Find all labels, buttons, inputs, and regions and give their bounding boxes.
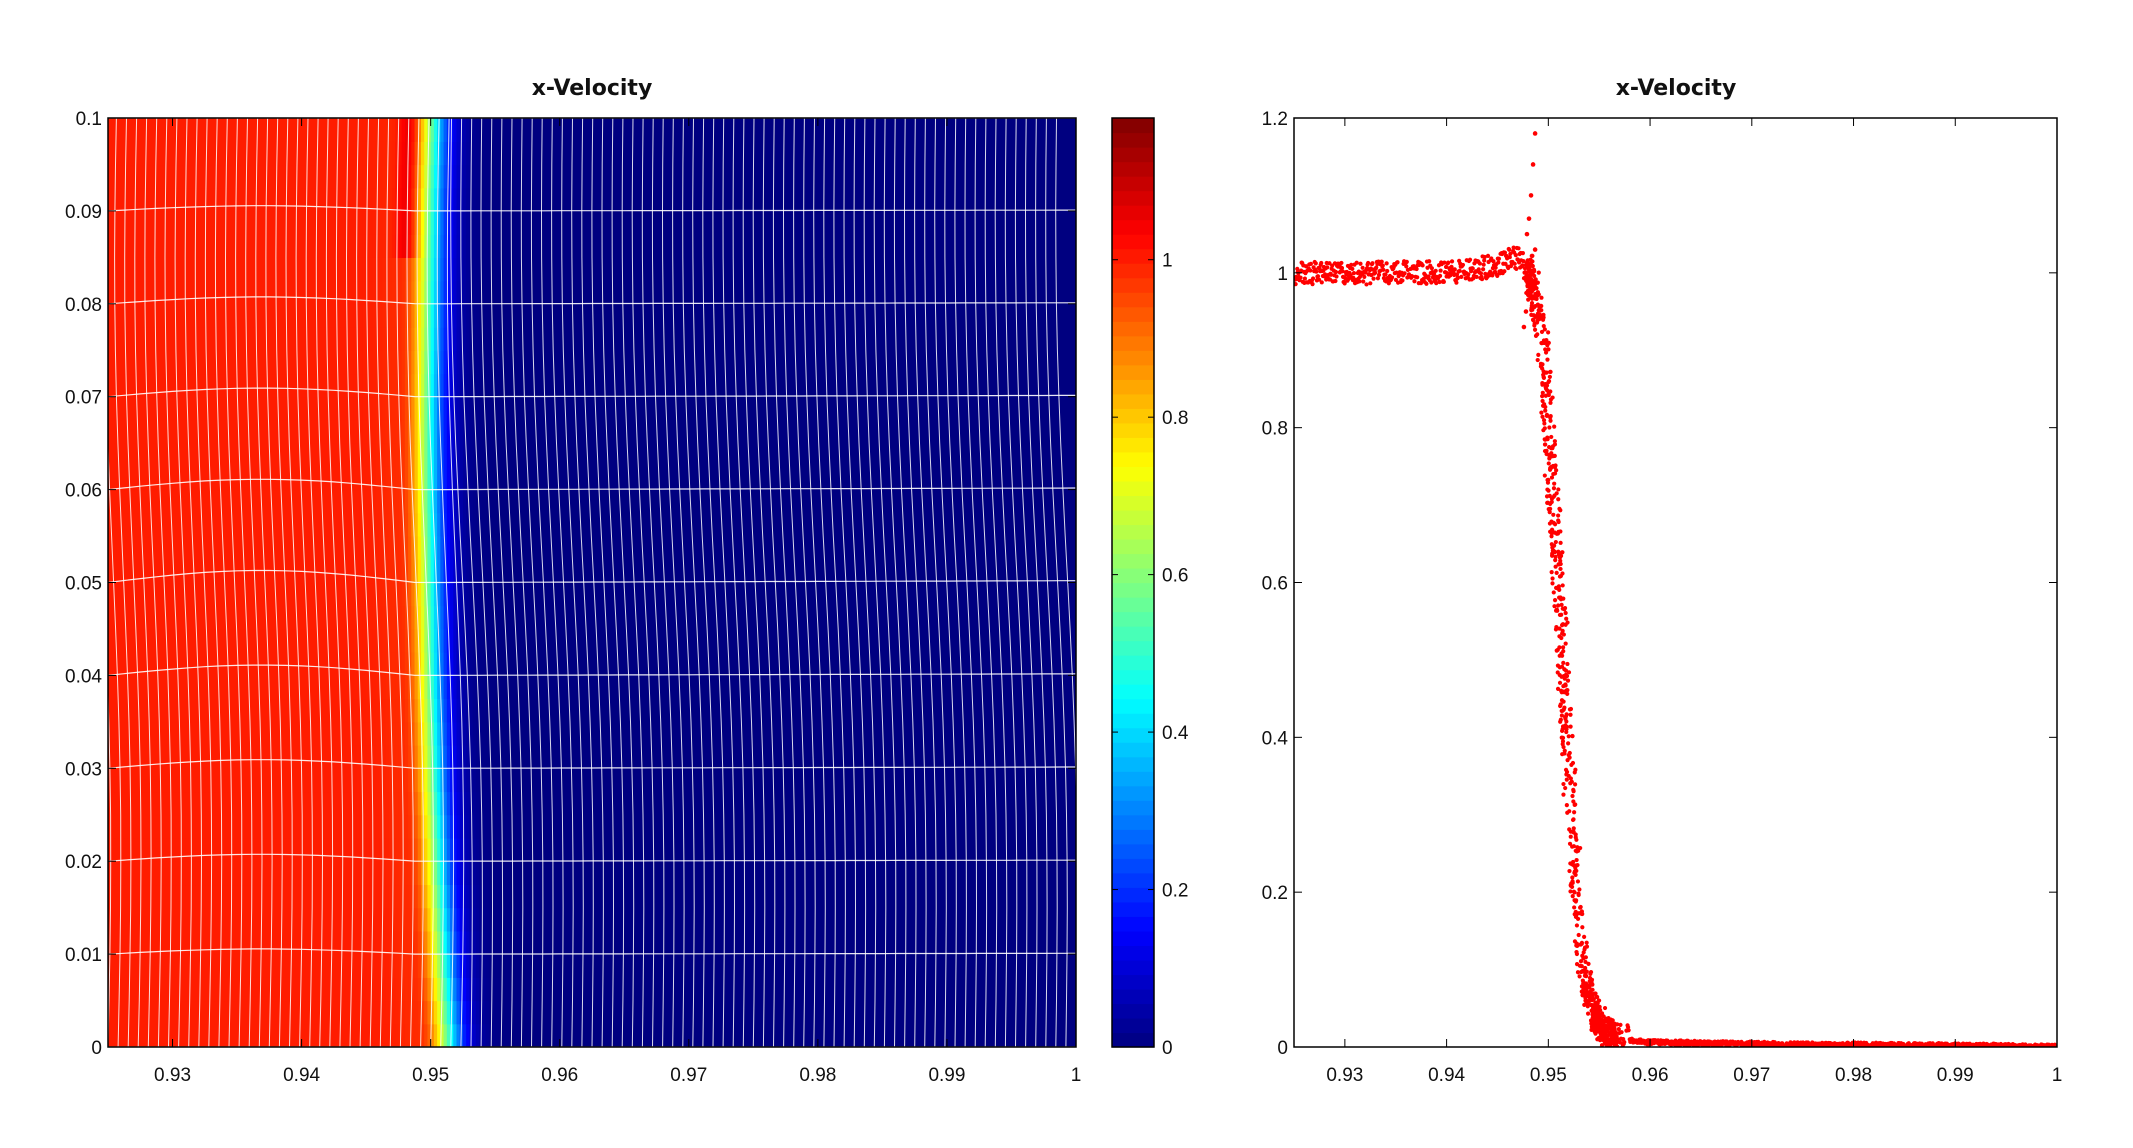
heatmap-panel: 0.93 0.94 0.95 0.96 0.97 0.98 0.99 1 00.010.020… xyxy=(65,76,1081,1086)
